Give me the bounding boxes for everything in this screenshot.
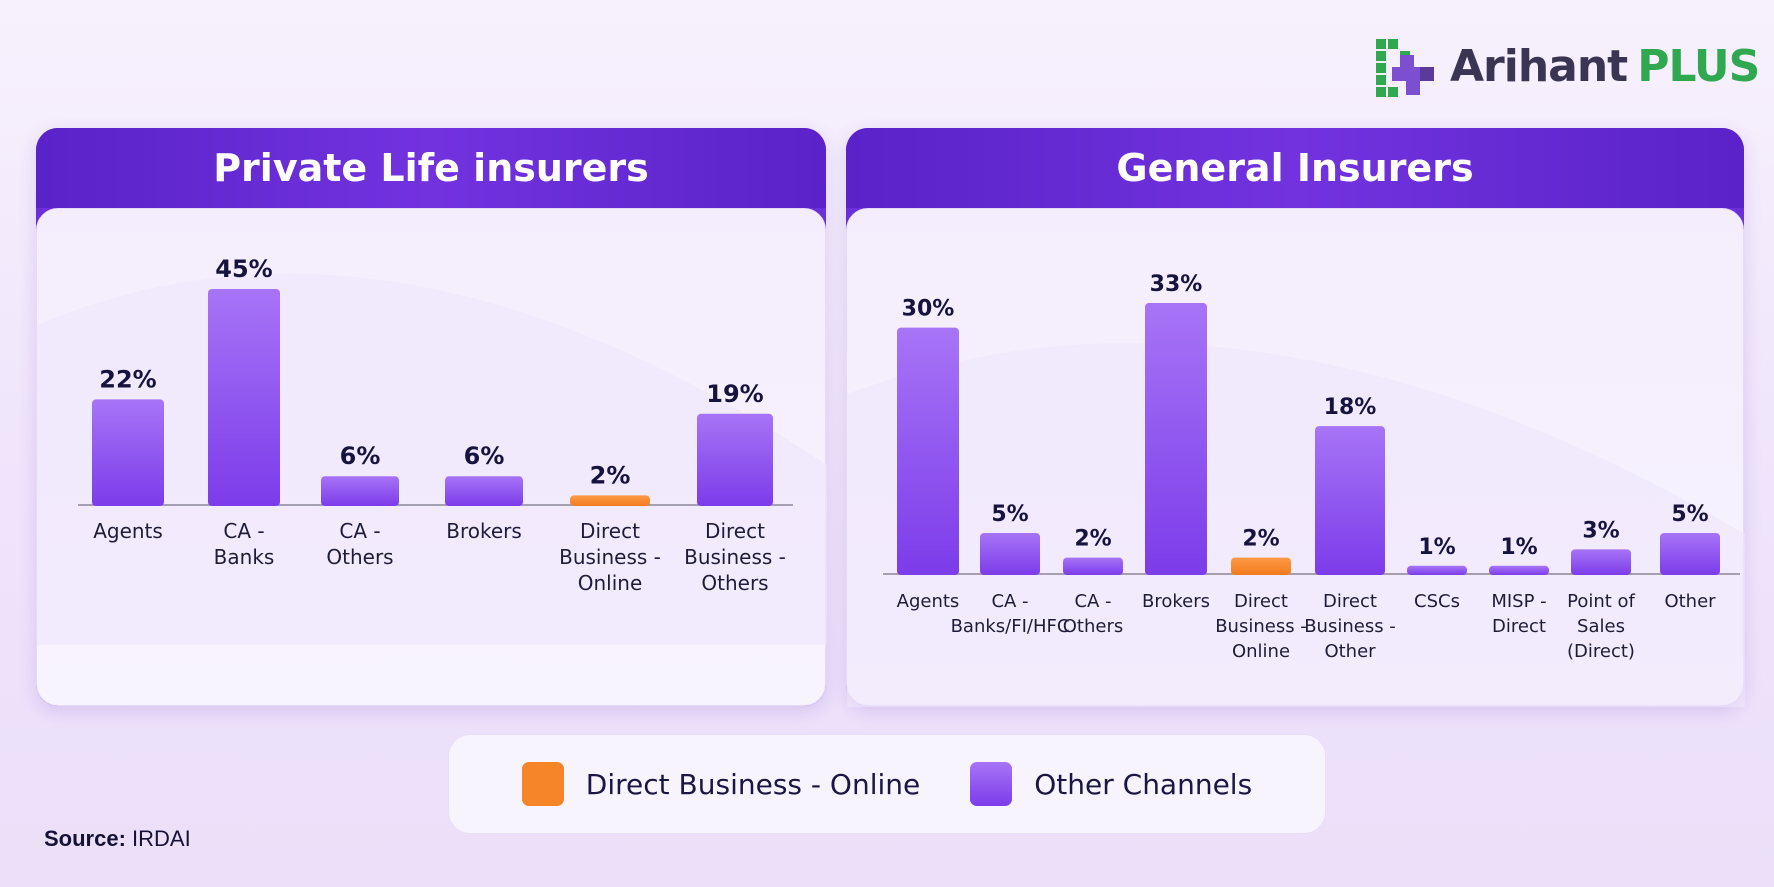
legend-swatch-other — [970, 762, 1013, 806]
category-label-brokers: Brokers — [1142, 591, 1210, 612]
legend-item-online: Direct Business - Online — [521, 762, 921, 806]
category-label-direct-business-others: Direct Business -Others — [684, 519, 786, 595]
legend-label: Other Channels — [1034, 767, 1253, 801]
category-label-misp-direct: MISP -Direct — [1491, 591, 1546, 637]
value-label-direct-business-other: 18% — [1324, 395, 1377, 420]
value-label-other: 5% — [1671, 502, 1708, 527]
value-label-misp-direct: 1% — [1500, 535, 1537, 560]
category-label-brokers: Brokers — [446, 519, 522, 543]
category-label-direct-business-online: Direct Business -Online — [559, 519, 661, 595]
source-label: Source: — [44, 826, 126, 851]
bar-agents — [92, 399, 164, 506]
bar-direct-business-online — [570, 495, 650, 506]
bar-misp-direct — [1489, 565, 1549, 575]
bar-direct-business-online — [1231, 557, 1291, 575]
category-label-direct-business-online: Direct Business -Online — [1215, 591, 1307, 662]
bar-brokers — [445, 476, 523, 506]
value-label-cscs: 1% — [1418, 535, 1455, 560]
bar-cscs — [1407, 565, 1467, 575]
general-insurers-chart: 30% Agents 5% CA -Banks/FI/HFC 2% CA -Others 3… — [847, 272, 1745, 707]
bar-agents — [897, 327, 959, 575]
value-label-direct-business-others: 19% — [706, 380, 763, 408]
legend-swatch-online — [521, 762, 564, 806]
value-label-direct-business-online: 2% — [590, 461, 631, 489]
legend: Direct Business - Online Other Channels — [448, 734, 1326, 834]
general-insurers-panel: General Insurers 30% Agents 5% CA -Banks/FI… — [846, 128, 1745, 707]
source-note: Source: IRDAI — [44, 826, 191, 852]
legend-item-other: Other Channels — [970, 762, 1252, 806]
category-label-ca-others: CA -Others — [1063, 591, 1124, 637]
brand-wordmark: Arihant PLUS — [1450, 45, 1760, 89]
category-label-ca-banks-fi-hfc: CA -Banks/FI/HFC — [951, 591, 1070, 637]
chart-area: 30% Agents 5% CA -Banks/FI/HFC 2% CA -Others 3… — [846, 208, 1745, 707]
category-label-cscs: CSCs — [1414, 591, 1460, 612]
private-life-chart: 22% Agents 45% CA -Banks 6% CA -Others 6% Broke… — [37, 255, 827, 645]
arihant-plus-icon — [1376, 39, 1434, 97]
category-label-direct-business-other: Direct Business -Other — [1304, 591, 1396, 662]
brand-logo: Arihant PLUS — [1376, 37, 1760, 97]
category-label-point-of-sales-direct: Point of Sales (Direct) — [1567, 591, 1636, 662]
bar-ca-banks-fi-hfc — [980, 532, 1040, 575]
background-arc — [847, 342, 1745, 707]
value-label-brokers: 33% — [1150, 272, 1203, 297]
legend-label: Direct Business - Online — [585, 767, 921, 801]
value-label-ca-banks: 45% — [215, 255, 272, 283]
bar-direct-business-other — [1315, 426, 1385, 575]
panel-title: General Insurers — [846, 128, 1744, 208]
value-label-ca-others: 6% — [340, 442, 381, 470]
bar-ca-banks — [208, 289, 280, 506]
brand-name: Arihant — [1450, 41, 1628, 92]
value-label-direct-business-online: 2% — [1242, 527, 1279, 552]
value-label-ca-banks-fi-hfc: 5% — [991, 502, 1028, 527]
bar-point-of-sales-direct — [1571, 549, 1631, 575]
bar-brokers — [1145, 303, 1207, 575]
category-label-ca-banks: CA -Banks — [214, 519, 275, 569]
panel-title: Private Life insurers — [36, 128, 826, 208]
source-value: IRDAI — [132, 826, 191, 851]
category-label-agents: Agents — [897, 591, 960, 612]
bar-ca-others — [1063, 557, 1123, 575]
category-label-other: Other — [1664, 591, 1716, 612]
value-label-agents: 30% — [902, 297, 955, 322]
value-label-ca-others: 2% — [1074, 527, 1111, 552]
bar-direct-business-others — [697, 413, 773, 506]
brand-accent: PLUS — [1637, 41, 1760, 92]
bar-ca-others — [321, 476, 399, 506]
value-label-brokers: 6% — [464, 442, 505, 470]
category-label-agents: Agents — [93, 519, 163, 543]
category-label-ca-others: CA -Others — [326, 519, 393, 569]
value-label-point-of-sales-direct: 3% — [1582, 518, 1619, 543]
chart-area: 22% Agents 45% CA -Banks 6% CA -Others 6% Broke… — [36, 208, 827, 706]
bar-other — [1660, 532, 1720, 575]
private-life-panel: Private Life insurers 22% Agents 45% CA -Ba… — [36, 128, 827, 706]
value-label-agents: 22% — [99, 365, 156, 393]
